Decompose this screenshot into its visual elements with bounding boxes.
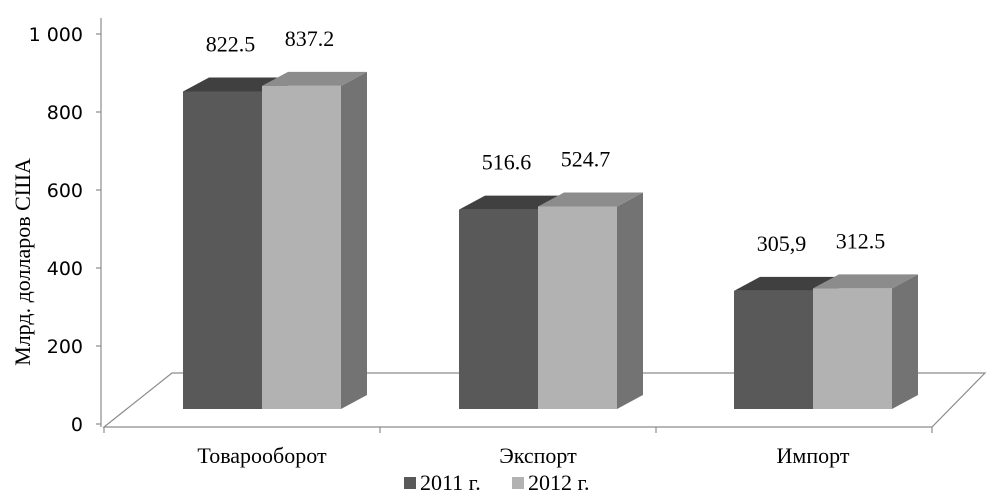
- bars: [183, 71, 918, 410]
- bar: [262, 71, 367, 410]
- bar-top-face: [734, 276, 839, 291]
- y-tick-label: 1 000: [29, 24, 83, 46]
- bar-side-face: [617, 192, 643, 409]
- data-label: 312.5: [836, 228, 886, 253]
- y-tick-label: 600: [47, 180, 83, 202]
- y-tick-label: 0: [71, 414, 83, 436]
- bar: [813, 274, 918, 409]
- data-labels: 822.5 837.2 516.6 524.7 305,9 312.5: [206, 26, 886, 256]
- y-tick-label: 400: [47, 258, 83, 280]
- bar-top-face: [538, 192, 643, 207]
- bar-top-face: [459, 195, 564, 210]
- data-label: 305,9: [757, 231, 807, 256]
- data-label: 822.5: [206, 32, 256, 57]
- legend-label: 2011 г.: [420, 470, 481, 493]
- y-tick-label: 200: [47, 336, 83, 358]
- bar-front-face: [459, 209, 538, 409]
- bar: [538, 192, 643, 409]
- data-label: 524.7: [561, 146, 611, 171]
- category-label: Импорт: [777, 443, 850, 468]
- legend-swatch: [512, 477, 524, 489]
- bar-front-face: [262, 85, 341, 410]
- bar-front-face: [734, 290, 813, 409]
- category-label: Экспорт: [499, 443, 577, 468]
- value-axis: 0 200 400 600 800 1 000: [29, 18, 102, 436]
- bar-front-face: [538, 206, 617, 409]
- legend-item: 2011 г.: [404, 470, 481, 493]
- legend-swatch: [404, 477, 416, 489]
- category-axis: Товарооборот Экспорт Импорт: [103, 427, 933, 468]
- bar-front-face: [183, 91, 262, 409]
- legend-label: 2012 г.: [528, 470, 590, 493]
- data-label: 516.6: [482, 150, 532, 175]
- y-axis-title: Млрд. долларов США: [10, 158, 35, 366]
- bar-front-face: [813, 288, 892, 409]
- y-tick-label: 800: [47, 102, 83, 124]
- bar-top-face: [183, 77, 288, 92]
- legend: 2011 г. 2012 г.: [404, 470, 590, 493]
- bar-top-face: [262, 71, 367, 86]
- bar-top-face: [813, 274, 918, 289]
- category-label: Товарооборот: [197, 443, 327, 468]
- bar-side-face: [892, 274, 918, 409]
- data-label: 837.2: [285, 26, 335, 51]
- bar-side-face: [341, 71, 367, 410]
- legend-item: 2012 г.: [512, 470, 590, 493]
